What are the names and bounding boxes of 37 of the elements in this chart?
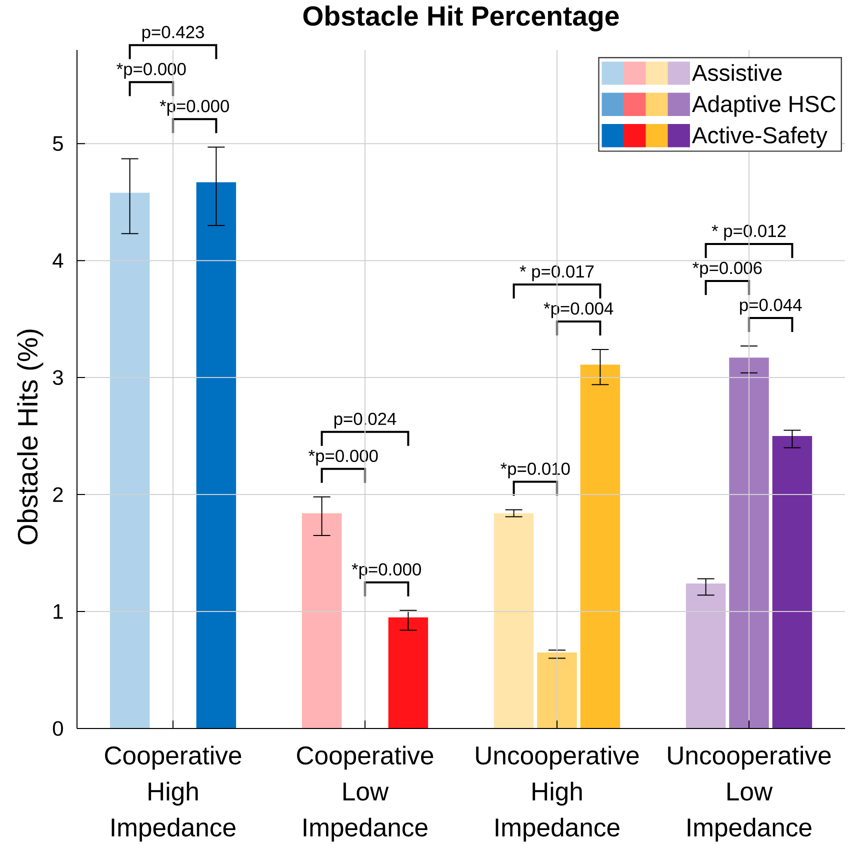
chart-title: Obstacle Hit Percentage bbox=[303, 6, 619, 32]
x-tick-label: Cooperative High Impedance bbox=[105, 746, 242, 842]
annotation: *p=0.010 bbox=[500, 462, 570, 478]
bar bbox=[388, 617, 428, 728]
annotation: * p=0.017 bbox=[520, 265, 594, 282]
y-tick-label: 3 bbox=[52, 370, 63, 385]
y-tick-label: 4 bbox=[52, 253, 64, 268]
bar bbox=[302, 513, 342, 728]
annotation: p=0.024 bbox=[334, 412, 396, 428]
y-tick-label: 5 bbox=[52, 136, 63, 151]
x-tick-label: Uncooperative High Impedance bbox=[476, 746, 639, 842]
y-tick-label: 2 bbox=[53, 487, 63, 502]
bar bbox=[772, 436, 812, 728]
annotation: * p=0.012 bbox=[712, 224, 786, 241]
annotation: *p=0.004 bbox=[544, 302, 614, 318]
annotation: *p=0.000 bbox=[352, 563, 421, 579]
annotation: *p=0.000 bbox=[308, 450, 378, 466]
bar bbox=[110, 192, 150, 728]
legend-label: Adaptive HSC bbox=[692, 95, 836, 117]
annotation: p=0.044 bbox=[740, 298, 802, 315]
y-axis-title: Obstacle Hits (%) bbox=[17, 330, 44, 544]
bar bbox=[580, 364, 620, 728]
legend-label: Assistive bbox=[692, 64, 782, 81]
x-tick-label: Cooperative Low Impedance bbox=[297, 746, 434, 842]
y-tick-label: 1 bbox=[54, 604, 63, 619]
annotation: *p=0.000 bbox=[160, 100, 229, 116]
legend-label: Active-Safety bbox=[692, 126, 828, 148]
bar bbox=[196, 182, 236, 728]
x-tick-label: Uncooperative Low Impedance bbox=[668, 746, 831, 842]
text: p=0.423 bbox=[142, 26, 204, 42]
bar bbox=[537, 652, 577, 728]
annotation: *p=0.006 bbox=[692, 262, 762, 278]
bar bbox=[494, 513, 534, 728]
y-tick-label: 0 bbox=[52, 721, 63, 736]
annotation: *p=0.000 bbox=[116, 62, 186, 79]
bar bbox=[729, 358, 769, 728]
bar bbox=[686, 583, 726, 728]
